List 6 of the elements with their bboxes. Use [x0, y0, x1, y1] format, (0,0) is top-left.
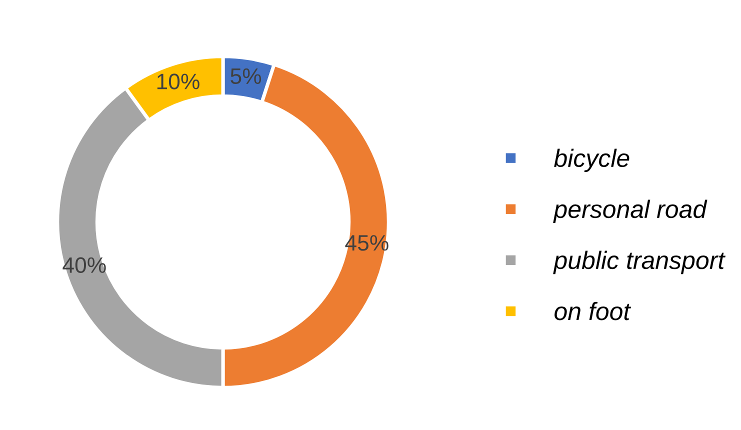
legend-label: personal road	[553, 200, 708, 224]
legend-label: on foot	[554, 302, 632, 320]
legend-label: public transport	[553, 250, 726, 274]
legend-label: bicycle	[554, 148, 630, 172]
data-label: 10%	[157, 74, 200, 90]
data-label: 5%	[230, 68, 262, 84]
